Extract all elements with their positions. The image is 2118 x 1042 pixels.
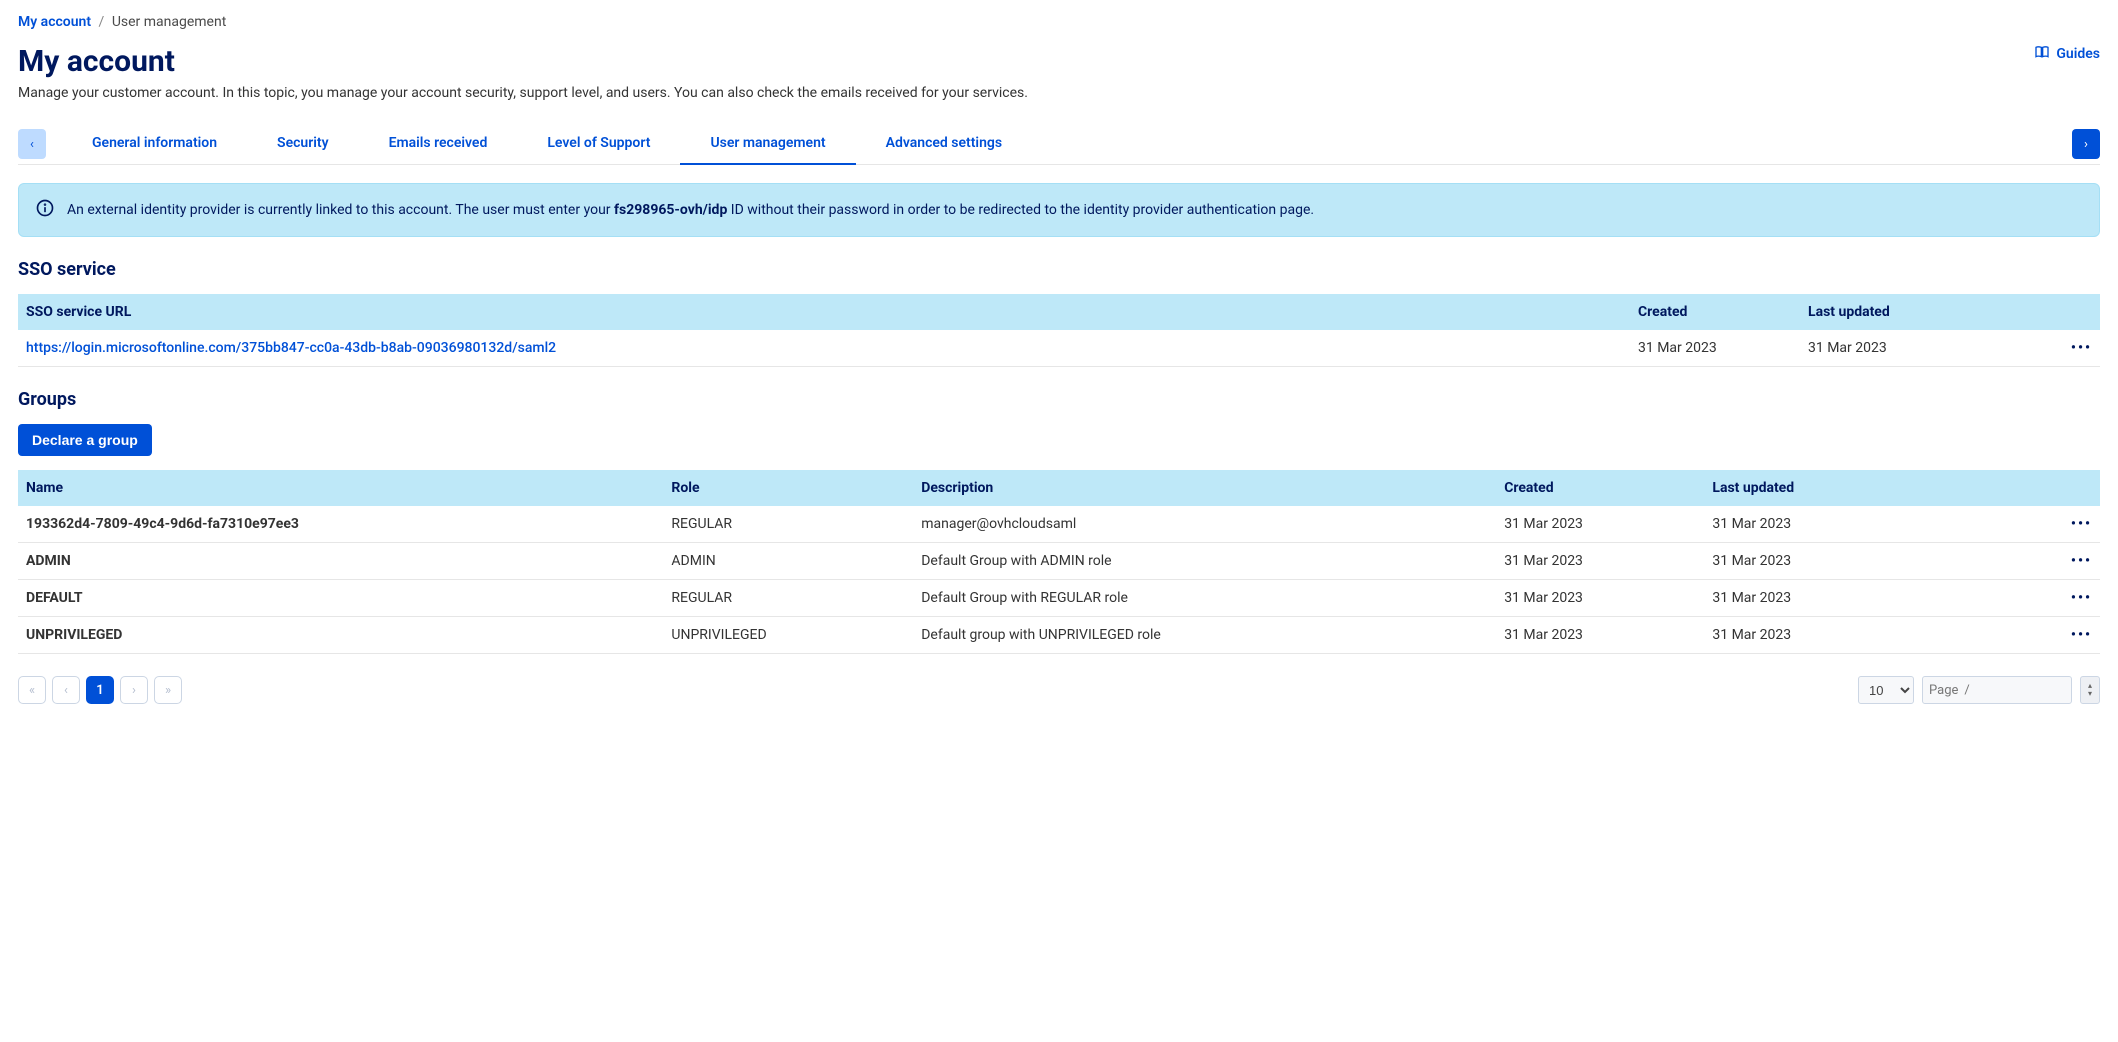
guides-label: Guides (2056, 46, 2100, 62)
tab-user-management[interactable]: User management (680, 129, 855, 165)
breadcrumb: My account / User management (18, 14, 2100, 30)
group-name-cell: ADMIN (18, 543, 663, 580)
group-role-cell: REGULAR (663, 580, 913, 617)
tab-emails-received[interactable]: Emails received (359, 129, 518, 165)
kebab-icon: ••• (2071, 340, 2092, 356)
pagination-row: « ‹ 1 › » 10 Page / ▴ ▾ (18, 676, 2100, 704)
info-alert: An external identity provider is current… (18, 183, 2100, 237)
groups-col-created: Created (1496, 470, 1704, 506)
tab-scroll-right-button[interactable]: › (2072, 129, 2100, 159)
table-row: ADMINADMINDefault Group with ADMIN role3… (18, 543, 2100, 580)
group-description-cell: Default group with UNPRIVILEGED role (913, 617, 1496, 654)
pagination: « ‹ 1 › » (18, 676, 182, 704)
page-jump-input[interactable]: Page / (1922, 676, 2072, 704)
groups-heading: Groups (18, 389, 2100, 410)
kebab-icon: ••• (2071, 627, 2092, 643)
group-name-cell: 193362d4-7809-49c4-9d6d-fa7310e97ee3 (18, 506, 663, 543)
breadcrumb-root-link[interactable]: My account (18, 14, 91, 30)
group-created-cell: 31 Mar 2023 (1496, 543, 1704, 580)
group-created-cell: 31 Mar 2023 (1496, 580, 1704, 617)
sso-col-created: Created (1630, 294, 1800, 330)
group-description-cell: Default Group with ADMIN role (913, 543, 1496, 580)
page-size-select[interactable]: 10 (1858, 676, 1914, 704)
table-row: DEFAULTREGULARDefault Group with REGULAR… (18, 580, 2100, 617)
sso-col-actions (2050, 294, 2100, 330)
alert-text: An external identity provider is current… (67, 202, 1314, 218)
groups-col-description: Description (913, 470, 1496, 506)
breadcrumb-separator: / (99, 14, 105, 30)
group-name-cell: UNPRIVILEGED (18, 617, 663, 654)
chevron-down-icon: ▾ (2088, 690, 2092, 698)
sso-col-url: SSO service URL (18, 294, 1630, 330)
tab-security[interactable]: Security (247, 129, 359, 165)
tabs-row: ‹ General informationSecurityEmails rece… (18, 129, 2100, 165)
sso-updated-cell: 31 Mar 2023 (1800, 330, 2050, 367)
page-number-button[interactable]: 1 (86, 676, 114, 704)
group-updated-cell: 31 Mar 2023 (1704, 617, 1995, 654)
group-role-cell: UNPRIVILEGED (663, 617, 913, 654)
table-row: UNPRIVILEGEDUNPRIVILEGEDDefault group wi… (18, 617, 2100, 654)
groups-col-actions (1996, 470, 2100, 506)
page-jump-sep: / (1964, 683, 1969, 698)
page-prev-button[interactable]: ‹ (52, 676, 80, 704)
alert-bold: fs298965-ovh/idp (614, 202, 727, 218)
group-name-cell: DEFAULT (18, 580, 663, 617)
kebab-icon: ••• (2071, 516, 2092, 532)
sso-created-cell: 31 Mar 2023 (1630, 330, 1800, 367)
chevron-left-icon: ‹ (30, 137, 34, 152)
page-stepper[interactable]: ▴ ▾ (2080, 676, 2100, 704)
kebab-icon: ••• (2071, 590, 2092, 606)
groups-col-role: Role (663, 470, 913, 506)
page-first-button[interactable]: « (18, 676, 46, 704)
table-row: 193362d4-7809-49c4-9d6d-fa7310e97ee3REGU… (18, 506, 2100, 543)
book-icon (2034, 44, 2050, 64)
group-created-cell: 31 Mar 2023 (1496, 506, 1704, 543)
guides-button[interactable]: Guides (2034, 44, 2100, 64)
page-description: Manage your customer account. In this to… (18, 85, 2100, 101)
group-row-actions-button[interactable]: ••• (1996, 543, 2100, 580)
tab-general-information[interactable]: General information (62, 129, 247, 165)
group-description-cell: Default Group with REGULAR role (913, 580, 1496, 617)
tabs-container: General informationSecurityEmails receiv… (62, 129, 2072, 164)
groups-col-name: Name (18, 470, 663, 506)
group-row-actions-button[interactable]: ••• (1996, 506, 2100, 543)
group-row-actions-button[interactable]: ••• (1996, 617, 2100, 654)
page-last-button[interactable]: » (154, 676, 182, 704)
chevron-right-icon: › (2084, 137, 2088, 152)
group-updated-cell: 31 Mar 2023 (1704, 580, 1995, 617)
alert-prefix: An external identity provider is current… (67, 202, 614, 218)
info-icon (35, 198, 55, 222)
sso-table: SSO service URL Created Last updated htt… (18, 294, 2100, 367)
page-title: My account (18, 44, 175, 79)
kebab-icon: ••• (2071, 553, 2092, 569)
declare-group-button[interactable]: Declare a group (18, 424, 152, 456)
tab-scroll-left-button[interactable]: ‹ (18, 129, 46, 159)
sso-table-row: https://login.microsoftonline.com/375bb8… (18, 330, 2100, 367)
groups-col-updated: Last updated (1704, 470, 1995, 506)
group-row-actions-button[interactable]: ••• (1996, 580, 2100, 617)
sso-heading: SSO service (18, 259, 2100, 280)
page-jump-label: Page (1929, 683, 1958, 698)
group-updated-cell: 31 Mar 2023 (1704, 543, 1995, 580)
tab-advanced-settings[interactable]: Advanced settings (856, 129, 1032, 165)
group-description-cell: manager@ovhcloudsaml (913, 506, 1496, 543)
groups-table: Name Role Description Created Last updat… (18, 470, 2100, 654)
breadcrumb-current: User management (112, 14, 226, 30)
sso-row-actions-button[interactable]: ••• (2050, 330, 2100, 367)
alert-suffix: ID without their password in order to be… (727, 202, 1314, 218)
group-created-cell: 31 Mar 2023 (1496, 617, 1704, 654)
group-role-cell: REGULAR (663, 506, 913, 543)
page-next-button[interactable]: › (120, 676, 148, 704)
tab-level-of-support[interactable]: Level of Support (517, 129, 680, 165)
sso-url-link[interactable]: https://login.microsoftonline.com/375bb8… (26, 340, 556, 356)
sso-col-updated: Last updated (1800, 294, 2050, 330)
group-updated-cell: 31 Mar 2023 (1704, 506, 1995, 543)
group-role-cell: ADMIN (663, 543, 913, 580)
page-size-controls: 10 Page / ▴ ▾ (1858, 676, 2100, 704)
